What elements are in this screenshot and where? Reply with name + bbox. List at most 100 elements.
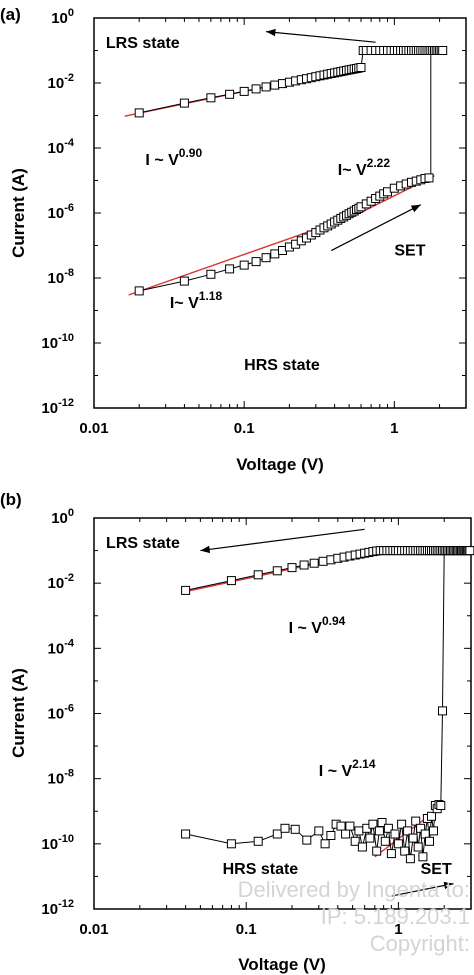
- data-point: [390, 829, 400, 839]
- data-point: [251, 257, 261, 267]
- watermark-line-1: Delivered by Ingenta to:: [238, 877, 470, 902]
- data-point: [287, 563, 297, 573]
- x-tick-label: 1: [390, 420, 398, 437]
- data-point: [356, 63, 366, 72]
- data-point: [181, 585, 191, 595]
- annotation-fit2: I~ V2.22: [338, 156, 391, 179]
- data-point: [357, 842, 367, 852]
- data-point: [318, 556, 328, 566]
- y-axis-label: Current (A): [9, 168, 28, 258]
- arrow-head: [266, 28, 276, 37]
- data-point: [368, 819, 378, 829]
- y-tick-label: 10-8: [48, 267, 74, 287]
- data-point: [336, 821, 346, 831]
- arrow-shaft: [266, 31, 376, 43]
- data-point: [436, 801, 446, 810]
- panel-label: (b): [0, 490, 22, 509]
- data-point: [380, 836, 390, 846]
- data-point: [400, 846, 410, 856]
- arrow-shaft: [200, 528, 365, 552]
- data-point: [408, 833, 418, 843]
- annotation-fit2: I ~ V2.14: [319, 757, 376, 780]
- data-point: [372, 846, 382, 856]
- data-point: [345, 821, 355, 831]
- x-tick-label: 0.1: [234, 420, 255, 437]
- data-point: [134, 108, 144, 118]
- data-point: [418, 852, 428, 862]
- data-point: [226, 839, 236, 849]
- data-point: [179, 98, 189, 108]
- data-point: [261, 82, 271, 92]
- data-point: [225, 89, 235, 99]
- data-point: [427, 811, 436, 821]
- data-point: [397, 819, 407, 829]
- data-point: [251, 84, 261, 94]
- data-point: [429, 826, 438, 836]
- fit-line: [128, 227, 321, 296]
- annotation-fit1: I ~ V0.94: [289, 614, 346, 637]
- data-point: [206, 93, 216, 103]
- data-point: [272, 829, 282, 839]
- annotation-set: SET: [394, 242, 425, 259]
- y-tick-label: 10-12: [41, 898, 74, 918]
- y-tick-label: 10-2: [48, 572, 74, 592]
- fit-lines: [124, 65, 435, 296]
- annotation-hrs: HRS state: [244, 357, 320, 374]
- data-point: [314, 826, 324, 836]
- x-tick-labels: 0.01 0.1 1: [79, 420, 398, 437]
- data-point: [302, 835, 312, 845]
- x-tick-label: 0.01: [79, 921, 108, 938]
- data-point: [374, 826, 384, 836]
- watermark: Delivered by Ingenta to: IP: 5.189.203.1…: [238, 877, 470, 956]
- annotations: LRS state HRS state SET I ~ V0.94 I ~ V2.14: [106, 535, 452, 878]
- data-point: [226, 576, 236, 586]
- data-point: [290, 824, 300, 834]
- data-point: [239, 86, 249, 96]
- data-series: [181, 546, 474, 864]
- annotation-fit1: I ~ V0.90: [145, 146, 202, 169]
- annotation-set: SET: [421, 861, 452, 878]
- data-point: [365, 833, 375, 843]
- data-point: [181, 829, 191, 839]
- data-point: [261, 253, 271, 263]
- y-tick-label: 10-2: [48, 72, 74, 92]
- y-tick-label: 10-4: [48, 637, 75, 657]
- data-point: [465, 546, 474, 556]
- data-point: [405, 854, 415, 864]
- arrow-head: [200, 545, 211, 554]
- arrow-shaft: [391, 883, 454, 897]
- arrows: [200, 528, 454, 897]
- y-tick-label: 10-10: [41, 833, 74, 853]
- y-tick-labels: 100 10-2 10-4 10-6 10-8 10-10 10-12: [41, 7, 74, 417]
- y-tick-label: 10-10: [41, 332, 74, 352]
- watermark-line-2: IP: 5.189.203.1: [321, 904, 470, 929]
- annotation-lrs: LRS state: [106, 35, 180, 52]
- data-point: [416, 823, 426, 833]
- y-tick-label: 10-8: [48, 768, 74, 788]
- arrows: [266, 28, 422, 252]
- data-point: [320, 839, 330, 849]
- data-point: [393, 839, 403, 849]
- data-series: [134, 46, 448, 296]
- y-tick-label: 10-4: [48, 137, 75, 157]
- x-tick-label: 1: [394, 921, 402, 938]
- data-point: [299, 560, 309, 570]
- data-point: [272, 566, 282, 576]
- data-point: [438, 706, 447, 716]
- x-tick-label: 0.01: [79, 420, 108, 437]
- data-point: [179, 276, 189, 286]
- series-line: [185, 550, 445, 859]
- data-point: [253, 570, 263, 580]
- annotation-fit3: I~ V1.18: [170, 289, 223, 312]
- data-point: [413, 842, 423, 852]
- data-point: [341, 829, 351, 839]
- panel-label: (a): [0, 5, 21, 24]
- annotation-lrs: LRS state: [106, 535, 180, 552]
- arrow-shaft: [330, 204, 422, 252]
- y-tick-label: 100: [51, 7, 74, 27]
- y-axis-label: Current (A): [9, 668, 28, 758]
- data-point: [280, 823, 290, 833]
